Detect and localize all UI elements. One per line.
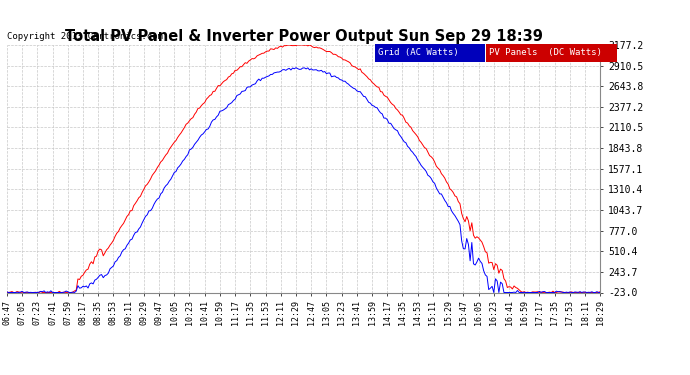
Text: Copyright 2013 Cartronics.com: Copyright 2013 Cartronics.com <box>7 32 163 41</box>
Text: Grid (AC Watts): Grid (AC Watts) <box>377 48 458 57</box>
Text: PV Panels  (DC Watts): PV Panels (DC Watts) <box>489 48 602 57</box>
Title: Total PV Panel & Inverter Power Output Sun Sep 29 18:39: Total PV Panel & Inverter Power Output S… <box>65 29 542 44</box>
